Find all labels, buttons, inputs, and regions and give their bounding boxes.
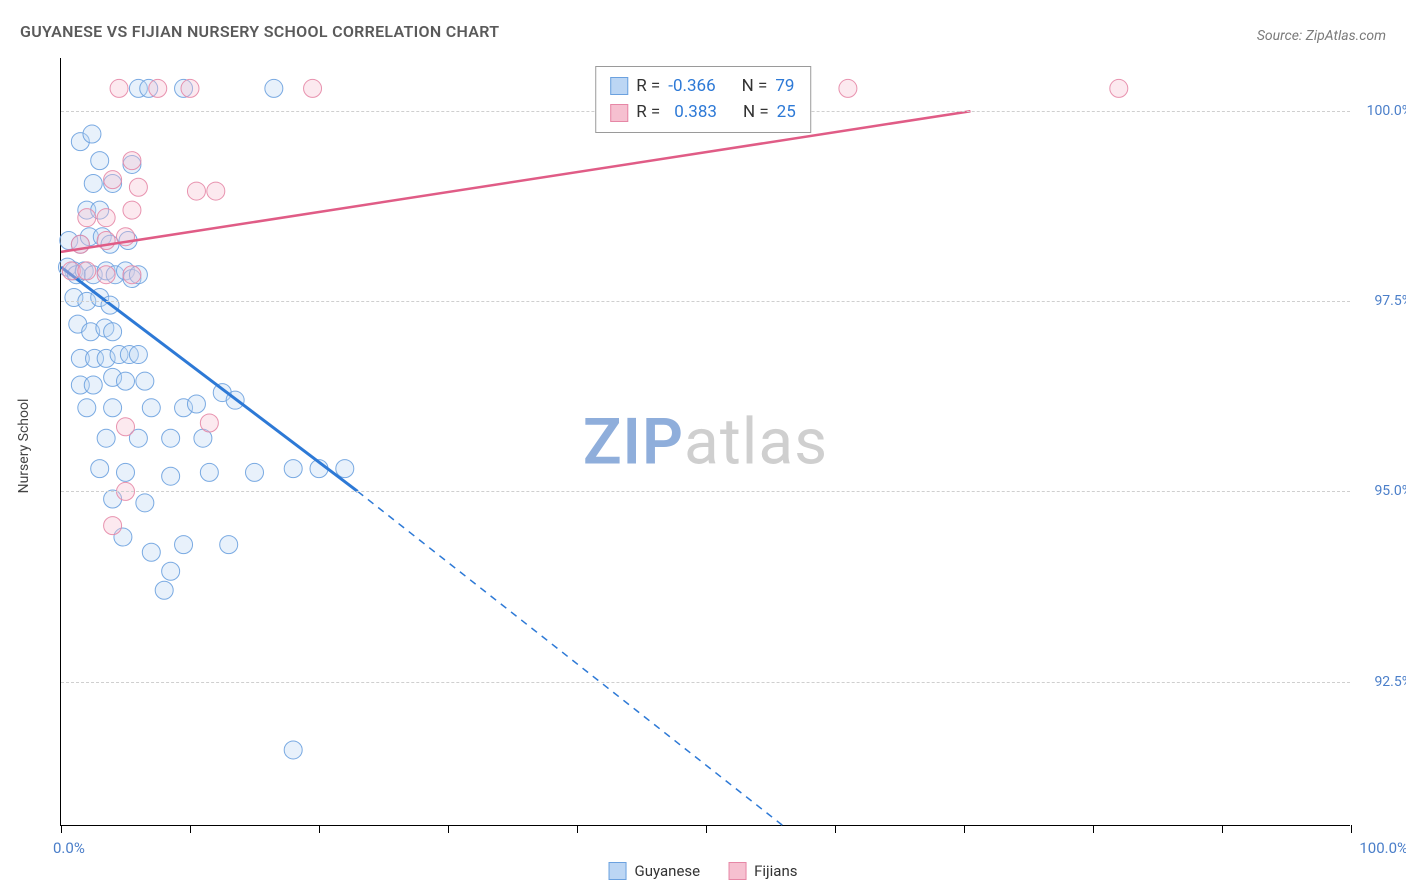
data-point	[246, 463, 264, 481]
stats-row-guyanese: R = -0.366 N = 79	[610, 73, 796, 99]
legend-bottom: Guyanese Fijians	[609, 862, 798, 880]
data-point	[104, 517, 122, 535]
legend-item-guyanese: Guyanese	[609, 862, 701, 880]
data-point	[265, 79, 283, 97]
n-value: 79	[775, 73, 794, 99]
source-text: Source: ZipAtlas.com	[1257, 28, 1386, 44]
data-point	[123, 201, 141, 219]
x-tick-label-min: 0.0%	[53, 839, 85, 857]
data-point	[117, 463, 135, 481]
data-point	[129, 178, 147, 196]
x-tick	[1222, 825, 1223, 833]
data-point	[84, 174, 102, 192]
gridline-h	[61, 301, 1350, 302]
plot-area: ZIPatlas 92.5%95.0%97.5%100.0% 0.0% 100.…	[60, 58, 1350, 826]
data-point	[136, 494, 154, 512]
data-point	[97, 209, 115, 227]
x-tick	[319, 825, 320, 833]
n-value: 25	[777, 99, 796, 125]
data-point	[129, 346, 147, 364]
x-tick	[577, 825, 578, 833]
data-point	[123, 266, 141, 284]
trend-line	[61, 111, 970, 252]
data-point	[97, 266, 115, 284]
data-point	[162, 562, 180, 580]
data-point	[142, 399, 160, 417]
data-point	[104, 399, 122, 417]
data-point	[284, 460, 302, 478]
data-point	[200, 463, 218, 481]
n-label: N =	[743, 99, 769, 125]
r-label: R =	[636, 73, 660, 99]
data-point	[149, 79, 167, 97]
data-point	[142, 543, 160, 561]
data-point	[284, 741, 302, 759]
stats-row-fijians: R = 0.383 N = 25	[610, 99, 796, 125]
data-point	[97, 429, 115, 447]
data-point	[78, 262, 96, 280]
data-point	[136, 372, 154, 390]
data-point	[104, 323, 122, 341]
x-tick	[1351, 825, 1352, 833]
y-tick-label: 100.0%	[1356, 103, 1406, 119]
data-point	[117, 372, 135, 390]
legend-label-guyanese: Guyanese	[635, 862, 701, 880]
x-tick	[190, 825, 191, 833]
x-tick	[835, 825, 836, 833]
data-point	[83, 125, 101, 143]
y-tick-label: 97.5%	[1356, 293, 1406, 309]
data-point	[304, 79, 322, 97]
n-label: N =	[742, 73, 768, 99]
y-tick-label: 92.5%	[1356, 674, 1406, 690]
x-tick-label-max: 100.0%	[1359, 839, 1406, 857]
data-point	[123, 152, 141, 170]
legend-item-fijians: Fijians	[728, 862, 797, 880]
data-point	[839, 79, 857, 97]
chart-title: GUYANESE VS FIJIAN NURSERY SCHOOL CORREL…	[20, 22, 499, 41]
trend-line-dashed	[358, 491, 784, 826]
data-point	[187, 395, 205, 413]
data-point	[84, 376, 102, 394]
data-point	[207, 182, 225, 200]
data-point	[187, 182, 205, 200]
stats-swatch-fijians	[610, 104, 628, 122]
y-tick-label: 95.0%	[1356, 483, 1406, 499]
data-point	[110, 79, 128, 97]
data-point	[162, 467, 180, 485]
data-point	[104, 171, 122, 189]
legend-label-fijians: Fijians	[754, 862, 797, 880]
legend-swatch-fijians	[728, 862, 746, 880]
x-tick	[706, 825, 707, 833]
data-point	[1110, 79, 1128, 97]
r-label: R =	[636, 99, 660, 125]
data-point	[91, 152, 109, 170]
data-point	[78, 209, 96, 227]
data-point	[336, 460, 354, 478]
gridline-h	[61, 491, 1350, 492]
data-point	[220, 536, 238, 554]
data-point	[181, 79, 199, 97]
gridline-h	[61, 682, 1350, 683]
data-point	[117, 418, 135, 436]
y-axis-label: Nursery School	[16, 399, 32, 494]
legend-swatch-guyanese	[609, 862, 627, 880]
data-point	[91, 460, 109, 478]
stats-swatch-guyanese	[610, 77, 628, 95]
x-tick	[964, 825, 965, 833]
data-point	[78, 399, 96, 417]
x-tick	[448, 825, 449, 833]
data-point	[162, 429, 180, 447]
r-value: -0.366	[668, 73, 715, 99]
scatter-svg	[61, 58, 1351, 826]
x-tick	[61, 825, 62, 833]
data-point	[155, 581, 173, 599]
data-point	[175, 536, 193, 554]
r-value: 0.383	[668, 99, 717, 125]
x-tick	[1093, 825, 1094, 833]
data-point	[200, 414, 218, 432]
stats-legend-box: R = -0.366 N = 79 R = 0.383 N = 25	[595, 66, 811, 133]
